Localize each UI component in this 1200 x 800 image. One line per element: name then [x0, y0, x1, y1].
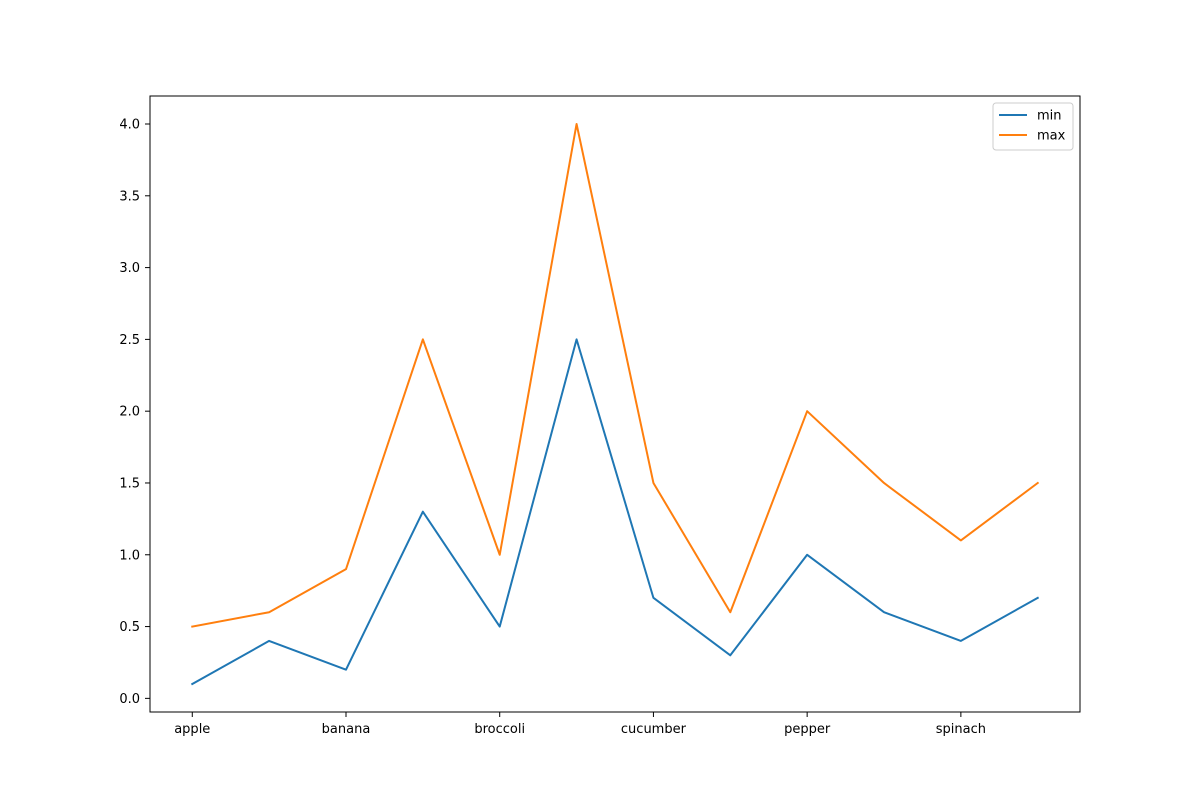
- series-line-max: [191, 123, 1040, 628]
- x-tick-label: apple: [174, 722, 210, 737]
- series-line-min: [190, 338, 1040, 686]
- x-tick-label: spinach: [936, 722, 986, 737]
- x-tick-label: cucumber: [621, 722, 687, 737]
- x-tick-label: banana: [322, 722, 371, 737]
- y-tick-label: 3.5: [119, 189, 140, 204]
- y-axis: 0.0 0.5 1.0 1.5 2.0 2.5 3.0 3.5 4.0: [119, 118, 150, 707]
- legend-label-min: min: [1037, 109, 1062, 124]
- y-tick-label: 0.0: [119, 692, 140, 707]
- y-tick-label: 1.5: [119, 476, 140, 491]
- y-tick-label: 0.5: [119, 620, 140, 635]
- plot-frame: [149, 95, 1081, 713]
- x-tick-label: pepper: [784, 722, 831, 737]
- legend: min max: [992, 102, 1074, 151]
- plot-area: [150, 96, 1080, 712]
- legend-label-max: max: [1037, 129, 1066, 144]
- y-tick-label: 2.0: [119, 405, 140, 420]
- y-tick-label: 3.0: [119, 261, 140, 276]
- y-tick-label: 2.5: [119, 333, 140, 348]
- series-lines: [190, 123, 1040, 686]
- x-tick-label: broccoli: [474, 722, 525, 737]
- y-tick-label: 1.0: [119, 548, 140, 563]
- x-axis: apple banana broccoli cucumber pepper spinach: [174, 712, 986, 737]
- y-tick-label: 4.0: [119, 118, 140, 133]
